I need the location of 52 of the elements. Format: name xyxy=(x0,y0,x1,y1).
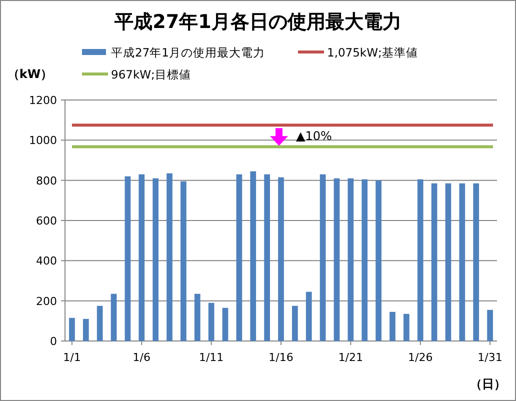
bar xyxy=(473,183,480,341)
x-tick-label: 1/11 xyxy=(198,351,224,364)
bar xyxy=(348,178,354,341)
bar xyxy=(110,294,117,341)
bar xyxy=(138,174,145,341)
bar xyxy=(334,178,340,341)
bar xyxy=(445,183,452,341)
x-tick-label: 1/31 xyxy=(478,351,502,364)
bar xyxy=(292,306,298,341)
x-tick-label: 1/1 xyxy=(63,351,81,364)
bar xyxy=(320,174,326,341)
x-tick-label: 1/26 xyxy=(408,351,433,364)
x-axis-title: （日） xyxy=(470,377,506,391)
bar xyxy=(362,179,368,341)
legend-label: 967kW;目標値 xyxy=(111,68,191,82)
bar xyxy=(124,176,131,341)
y-tick-label: 1000 xyxy=(29,134,57,148)
y-tick-label: 0 xyxy=(50,335,57,348)
bar xyxy=(278,177,284,341)
bar xyxy=(264,174,270,341)
bar xyxy=(417,179,424,341)
legend-label: 平成27年1月の使用最大電力 xyxy=(111,46,265,60)
bar xyxy=(306,292,312,341)
bar xyxy=(431,183,438,341)
bar xyxy=(376,180,382,341)
bar xyxy=(222,308,228,341)
bar xyxy=(166,173,172,341)
bar xyxy=(208,302,214,341)
bar xyxy=(459,183,466,341)
y-tick-label: 1200 xyxy=(29,94,57,107)
y-tick-label: 400 xyxy=(36,254,57,268)
y-tick-label: 600 xyxy=(36,214,57,228)
annotation: ▲10% xyxy=(296,128,332,143)
chart-title: 平成27年1月各日の使用最大電力 xyxy=(114,11,402,33)
legend-label: 1,075kW;基準値 xyxy=(327,46,418,60)
bar xyxy=(487,310,493,341)
x-tick-label: 1/16 xyxy=(268,351,294,364)
bar xyxy=(403,314,410,341)
bar xyxy=(69,318,75,341)
bar xyxy=(250,171,256,341)
bar xyxy=(96,306,103,341)
bar xyxy=(194,294,200,341)
y-tick-label: 200 xyxy=(36,294,57,308)
bar xyxy=(180,181,186,341)
x-tick-label: 1/21 xyxy=(338,351,364,364)
bar xyxy=(82,318,89,341)
bar xyxy=(390,312,396,341)
y-axis-title: （kW） xyxy=(7,67,53,81)
bar xyxy=(152,178,159,341)
bar xyxy=(236,174,242,341)
x-tick-label: 1/6 xyxy=(132,351,150,364)
y-tick-label: 800 xyxy=(36,174,57,188)
